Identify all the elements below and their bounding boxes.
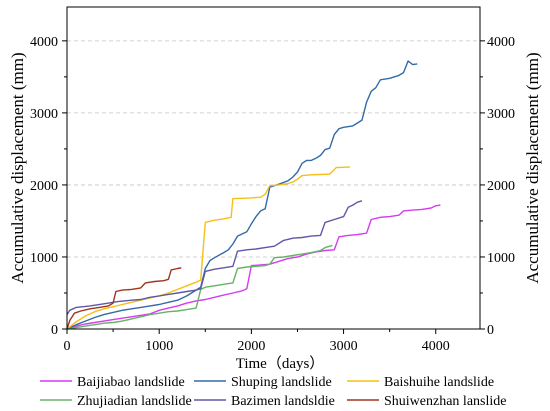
series-line-bazimen-landsldie	[66, 200, 363, 315]
series-line-baijiabao-landslide	[66, 204, 441, 330]
y-tick-label-left: 4000	[30, 35, 58, 50]
axis-ticks	[62, 40, 485, 334]
y-tick-label-right: 0	[487, 323, 494, 338]
legend-item-shuiwenzhan-lanslide: Shuiwenzhan lanslide	[347, 394, 506, 409]
legend-item-bazimen-landsldie: Bazimen landsldie	[194, 394, 335, 409]
legend-label: Shuiwenzhan lanslide	[384, 394, 506, 409]
x-tick-label: 4000	[422, 339, 450, 354]
legend-label: Zhujiadian landslide	[77, 394, 192, 409]
legend-item-shuping-landslide: Shuping landslide	[194, 375, 332, 390]
y-tick-label-right: 2000	[487, 179, 515, 194]
legend-label: Baijiabao landslide	[77, 375, 185, 390]
x-tick-label: 2000	[237, 339, 265, 354]
plot-frame	[66, 6, 481, 330]
y-tick-label-left: 2000	[30, 179, 58, 194]
legend-label: Shuping landslide	[231, 375, 332, 390]
y-tick-label-left: 3000	[30, 107, 58, 122]
x-tick-label: 3000	[330, 339, 358, 354]
legend-item-baishuihe-landslide: Baishuihe landslide	[347, 375, 494, 390]
y-tick-label-left: 0	[51, 323, 58, 338]
series-lines	[66, 60, 441, 330]
y-tick-label-right: 1000	[487, 251, 515, 266]
y-tick-label-right: 4000	[487, 35, 515, 50]
series-line-baishuihe-landslide	[66, 166, 351, 330]
y-tick-label-right: 3000	[487, 107, 515, 122]
legend: Baijiabao landslide Shuping landslide Bais…	[40, 375, 506, 409]
gridlines	[67, 40, 480, 258]
series-line-shuping-landslide	[66, 60, 418, 330]
x-axis-label: Time（days）	[236, 355, 325, 372]
legend-label: Baishuihe landslide	[384, 375, 494, 390]
legend-label: Bazimen landsldie	[231, 394, 335, 409]
series-line-shuiwenzhan-lanslide	[66, 267, 182, 330]
series-line-zhujiadian-landslide	[66, 244, 333, 330]
y-axis-label-right: Accumulative displacement (mm)	[523, 52, 542, 283]
x-tick-label: 1000	[145, 339, 173, 354]
y-axis-label-left: Accumulative displacement (mm)	[8, 52, 27, 283]
x-tick-label: 0	[64, 339, 71, 354]
y-tick-label-left: 1000	[30, 251, 58, 266]
legend-item-baijiabao-landslide: Baijiabao landslide	[40, 375, 185, 390]
legend-item-zhujiadian-landslide: Zhujiadian landslide	[40, 394, 192, 409]
